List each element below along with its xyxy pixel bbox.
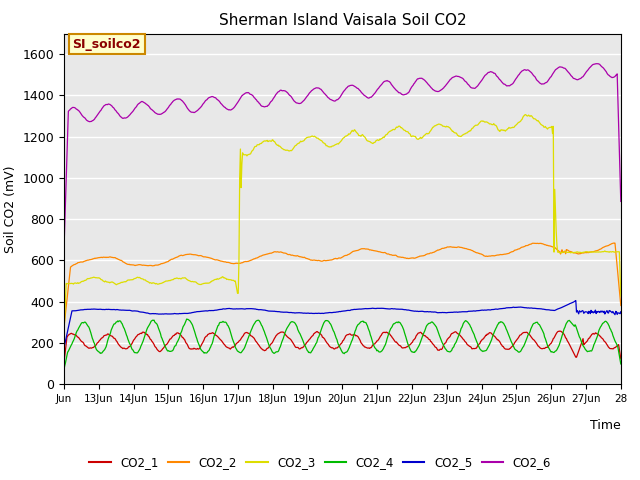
CO2_5: [572, 298, 580, 303]
Line: CO2_4: CO2_4: [64, 319, 621, 370]
CO2_3: [617, 293, 625, 299]
CO2_1: [556, 328, 564, 334]
CO2_2: [228, 261, 236, 266]
CO2_1: [255, 343, 263, 349]
CO2_3: [522, 112, 529, 118]
CO2_2: [611, 240, 618, 246]
Line: CO2_1: CO2_1: [64, 331, 621, 362]
CO2_4: [183, 316, 191, 322]
CO2_5: [60, 345, 68, 350]
CO2_3: [255, 142, 263, 147]
CO2_2: [125, 262, 133, 267]
CO2_2: [400, 255, 408, 261]
CO2_3: [228, 277, 236, 283]
CO2_4: [432, 323, 440, 329]
CO2_1: [400, 345, 408, 351]
CO2_2: [60, 324, 68, 330]
CO2_5: [617, 309, 625, 314]
Line: CO2_3: CO2_3: [64, 115, 621, 334]
CO2_5: [228, 306, 236, 312]
CO2_4: [617, 361, 625, 367]
CO2_3: [125, 277, 133, 283]
CO2_1: [617, 356, 625, 361]
CO2_6: [400, 92, 408, 98]
CO2_5: [255, 307, 263, 312]
CO2_4: [277, 341, 285, 347]
Legend: CO2_1, CO2_2, CO2_3, CO2_4, CO2_5, CO2_6: CO2_1, CO2_2, CO2_3, CO2_4, CO2_5, CO2_6: [84, 452, 556, 474]
CO2_6: [617, 199, 625, 204]
CO2_3: [60, 331, 68, 336]
CO2_4: [401, 330, 408, 336]
CO2_4: [60, 367, 68, 372]
CO2_6: [592, 61, 600, 67]
CO2_4: [228, 336, 236, 342]
Text: SI_soilco2: SI_soilco2: [72, 37, 141, 50]
CO2_5: [276, 309, 284, 315]
Y-axis label: Soil CO2 (mV): Soil CO2 (mV): [4, 165, 17, 252]
CO2_4: [256, 319, 264, 325]
CO2_4: [125, 340, 133, 346]
CO2_6: [228, 107, 236, 112]
Title: Sherman Island Vaisala Soil CO2: Sherman Island Vaisala Soil CO2: [219, 13, 466, 28]
CO2_3: [431, 123, 439, 129]
CO2_1: [60, 360, 68, 365]
CO2_3: [276, 144, 284, 150]
CO2_5: [400, 307, 408, 312]
Text: Time: Time: [590, 419, 621, 432]
CO2_2: [617, 302, 625, 308]
CO2_6: [255, 101, 263, 107]
CO2_1: [431, 344, 439, 350]
Line: CO2_5: CO2_5: [64, 300, 621, 348]
CO2_6: [60, 246, 68, 252]
CO2_1: [276, 330, 284, 336]
CO2_3: [400, 127, 408, 133]
CO2_6: [125, 113, 133, 119]
CO2_1: [228, 345, 236, 350]
Line: CO2_2: CO2_2: [64, 243, 621, 327]
CO2_2: [431, 249, 439, 254]
CO2_5: [125, 307, 133, 313]
CO2_2: [276, 249, 284, 255]
CO2_1: [125, 344, 133, 349]
CO2_2: [255, 254, 263, 260]
CO2_5: [431, 309, 439, 315]
Line: CO2_6: CO2_6: [64, 64, 621, 249]
CO2_6: [276, 87, 284, 93]
CO2_6: [431, 88, 439, 94]
